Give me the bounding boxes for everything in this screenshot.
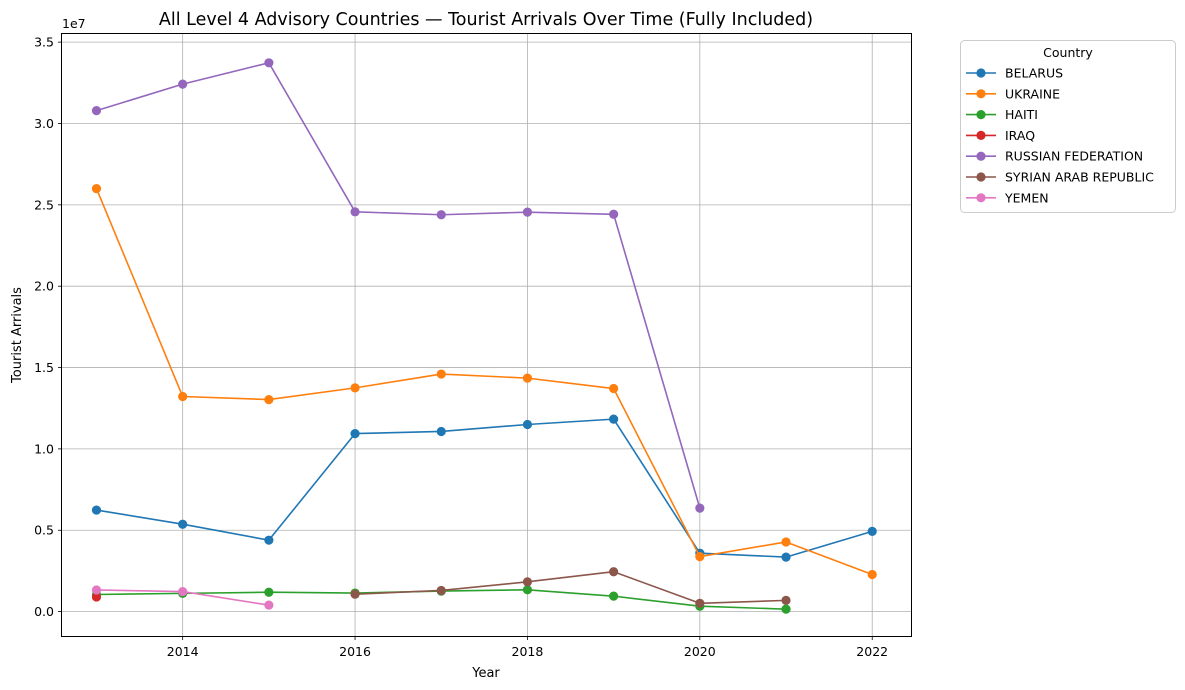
legend-label-iraq: IRAQ [1005,128,1035,143]
legend-label-ukraine: UKRAINE [1005,86,1060,101]
data-point-russian-federation [178,79,188,89]
data-point-belarus [609,414,619,424]
axis-ticks: 2014 2016 2018 2020 2022 0.0 0.5 1.0 1.5 2.0 2.5 3.… [34,35,888,659]
data-point-syrian-arab-republic [436,585,446,596]
data-point-yemen [264,600,274,610]
y-tick-label: 2.0 [34,279,54,294]
data-point-belarus [522,419,533,430]
legend-label-haiti: HAITI [1005,107,1038,122]
series-belarus [91,414,877,562]
legend-label-russian-federation: RUSSIAN FEDERATION [1005,149,1143,164]
data-point-belarus [350,428,360,439]
data-point-russian-federation [350,207,360,217]
data-point-ukraine [350,383,360,393]
data-point-ukraine [522,373,533,383]
data-point-belarus [867,526,877,536]
series-layer [91,58,877,614]
y-tick-label: 2.5 [34,197,54,212]
data-point-russian-federation [522,207,533,217]
series-line-russian-federation [96,61,701,509]
y-tick-label: 3.0 [34,116,54,131]
y-axis-label: Tourist Arrivals [10,287,25,384]
data-point-haiti [522,585,533,595]
legend-label-belarus: BELARUS [1005,66,1063,81]
y-tick-label: 3.5 [34,35,54,50]
y-tick-label: 1.0 [34,441,54,456]
data-point-haiti [609,591,619,601]
legend: Country BELARUS UKRAINE HAITI IRAQ RUSSIAN F… [960,40,1176,213]
data-point-belarus [178,519,188,529]
data-point-ukraine [695,552,705,562]
data-point-syrian-arab-republic [350,589,360,599]
chart-title: All Level 4 Advisory Countries — Tourist… [159,10,813,30]
legend-swatch-marker-belarus [976,68,986,78]
data-point-ukraine [609,383,619,394]
legend-box [960,40,1176,213]
data-point-belarus [264,535,274,545]
data-point-ukraine [867,569,877,580]
x-tick-label: 2020 [684,644,716,659]
legend-swatch-marker-iraq [976,130,986,140]
legend-swatch-marker-syrian-arab-republic [976,172,986,182]
x-tick-label: 2018 [512,644,544,659]
legend-swatch-marker-ukraine [976,89,986,99]
x-tick-label: 2022 [856,644,888,659]
legend-label-syrian-arab-republic: SYRIAN ARAB REPUBLIC [1005,170,1154,185]
series-ukraine [91,183,877,580]
y-offset-label: 1e7 [62,16,86,31]
legend-swatch-marker-russian-federation [976,151,986,161]
series-line-ukraine [95,188,873,576]
data-point-belarus [91,505,102,515]
legend-swatch-marker-yemen [976,193,986,203]
data-point-russian-federation [695,503,705,513]
series-line-syrian-arab-republic [355,570,787,605]
data-point-haiti [264,587,274,597]
data-point-yemen [178,586,188,597]
y-tick-label: 0.5 [34,523,54,538]
data-point-russian-federation [91,106,102,116]
data-point-russian-federation [264,58,274,68]
data-point-ukraine [91,183,102,194]
data-point-ukraine [178,391,188,402]
data-point-syrian-arab-republic [695,598,705,608]
data-point-iraq [91,592,102,602]
data-point-russian-federation [609,209,619,219]
data-point-ukraine [264,394,274,405]
data-point-haiti [781,604,791,614]
data-point-russian-federation [436,210,446,220]
grid-lines [62,34,911,636]
plot-frame [61,33,912,637]
data-point-belarus [436,426,446,437]
data-point-ukraine [781,537,791,547]
legend-swatch-marker-haiti [976,110,986,120]
data-point-belarus [781,552,791,562]
x-tick-label: 2014 [167,644,199,659]
series-iraq [91,592,102,602]
series-russian-federation [91,58,705,513]
data-point-ukraine [436,369,446,379]
legend-label-yemen: YEMEN [1004,190,1049,205]
data-point-yemen [91,585,102,595]
x-tick-label: 2016 [339,644,371,659]
y-tick-label: 1.5 [34,360,54,375]
y-tick-label: 0.0 [34,604,54,619]
series-line-belarus [96,418,873,558]
data-point-syrian-arab-republic [522,577,533,587]
series-yemen [91,585,274,610]
data-point-syrian-arab-republic [609,567,619,577]
x-axis-label: Year [471,666,500,681]
series-syrian-arab-republic [350,567,791,608]
legend-title: Country [1043,45,1093,60]
data-point-syrian-arab-republic [781,595,791,605]
